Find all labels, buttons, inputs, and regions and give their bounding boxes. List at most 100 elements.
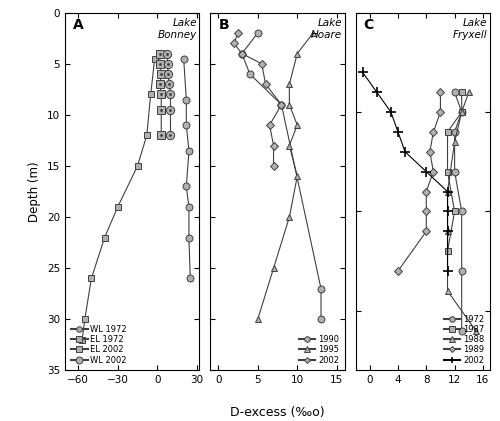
- 1989: [424, 189, 430, 194]
- WL 1972: [184, 123, 190, 128]
- WL 1972: [186, 148, 192, 153]
- EL 2002: [158, 107, 164, 112]
- 1988: [444, 229, 450, 234]
- 2002: [239, 51, 245, 56]
- 1995: [294, 51, 300, 56]
- 1972: [452, 90, 458, 95]
- WL 2002: [168, 133, 173, 138]
- Legend: 1972, 1987, 1988, 1989, 2002: 1972, 1987, 1988, 1989, 2002: [442, 313, 486, 366]
- EL 2002: [157, 82, 163, 87]
- 1989: [424, 209, 430, 214]
- 1989: [424, 229, 430, 234]
- 2002: [262, 82, 268, 87]
- 2002: [374, 90, 380, 95]
- 1990: [318, 286, 324, 291]
- WL 1972: [184, 97, 190, 102]
- 1988: [473, 328, 479, 333]
- 1995: [286, 82, 292, 87]
- 1987: [458, 109, 464, 115]
- 1987: [452, 209, 458, 214]
- Line: 2002: 2002: [358, 67, 452, 276]
- Text: Lake
Bonney: Lake Bonney: [158, 18, 197, 40]
- 1987: [444, 249, 450, 254]
- EL 2002: [157, 61, 163, 66]
- 2002: [266, 123, 272, 128]
- WL 2002: [168, 107, 173, 112]
- 1995: [254, 317, 260, 322]
- 1987: [458, 90, 464, 95]
- Line: 1987: 1987: [444, 89, 465, 255]
- Y-axis label: Depth (m): Depth (m): [28, 161, 42, 222]
- 2002: [395, 129, 401, 134]
- 1987: [444, 169, 450, 174]
- 2002: [444, 229, 450, 234]
- EL 1972: [82, 317, 88, 322]
- 1988: [466, 90, 472, 95]
- WL 2002: [164, 51, 170, 56]
- Legend: 1990, 1995, 2002: 1990, 1995, 2002: [297, 333, 341, 366]
- Text: C: C: [364, 18, 374, 32]
- EL 1972: [152, 56, 158, 61]
- EL 2002: [157, 51, 163, 56]
- 1995: [270, 266, 276, 271]
- 2002: [360, 70, 366, 75]
- 1988: [458, 109, 464, 115]
- 1989: [438, 90, 444, 95]
- WL 2002: [166, 82, 172, 87]
- WL 1972: [186, 235, 192, 240]
- Text: A: A: [73, 18, 84, 32]
- Text: Lake
Fryxell: Lake Fryxell: [452, 18, 488, 40]
- EL 1972: [88, 276, 94, 281]
- Text: B: B: [218, 18, 229, 32]
- 1995: [294, 174, 300, 179]
- 2002: [235, 31, 241, 36]
- 1972: [452, 129, 458, 134]
- 1972: [458, 209, 464, 214]
- 2002: [388, 109, 394, 115]
- 1989: [430, 129, 436, 134]
- 1972: [458, 328, 464, 333]
- Legend: WL 1972, EL 1972, EL 2002, WL 2002: WL 1972, EL 1972, EL 2002, WL 2002: [69, 323, 128, 366]
- 1989: [430, 169, 436, 174]
- EL 1972: [148, 92, 154, 97]
- 1972: [452, 169, 458, 174]
- EL 1972: [134, 163, 140, 168]
- WL 1972: [188, 276, 194, 281]
- 1972: [458, 269, 464, 274]
- Line: 1995: 1995: [254, 29, 316, 323]
- EL 1972: [102, 235, 107, 240]
- EL 2002: [158, 133, 164, 138]
- 2002: [258, 61, 264, 66]
- 1995: [310, 31, 316, 36]
- WL 1972: [186, 204, 192, 209]
- 1990: [278, 102, 284, 107]
- EL 2002: [158, 72, 164, 77]
- 1988: [444, 288, 450, 293]
- WL 2002: [165, 61, 171, 66]
- 1987: [444, 129, 450, 134]
- 2002: [444, 209, 450, 214]
- 2002: [444, 189, 450, 194]
- Line: 1988: 1988: [444, 89, 480, 334]
- 2002: [278, 102, 284, 107]
- 1990: [247, 72, 253, 77]
- 2002: [424, 169, 430, 174]
- WL 2002: [165, 72, 171, 77]
- 2002: [444, 269, 450, 274]
- WL 2002: [168, 92, 173, 97]
- EL 1972: [79, 337, 85, 342]
- EL 2002: [158, 92, 164, 97]
- 1990: [318, 317, 324, 322]
- EL 1972: [144, 133, 150, 138]
- WL 1972: [180, 56, 186, 61]
- 1988: [444, 189, 450, 194]
- 2002: [270, 143, 276, 148]
- Line: EL 2002: EL 2002: [156, 49, 166, 139]
- 1989: [438, 109, 444, 115]
- Line: WL 2002: WL 2002: [162, 49, 174, 139]
- Line: WL 1972: WL 1972: [180, 55, 194, 282]
- 1989: [395, 269, 401, 274]
- WL 1972: [184, 184, 190, 189]
- Line: 1990: 1990: [238, 29, 324, 323]
- 1995: [286, 102, 292, 107]
